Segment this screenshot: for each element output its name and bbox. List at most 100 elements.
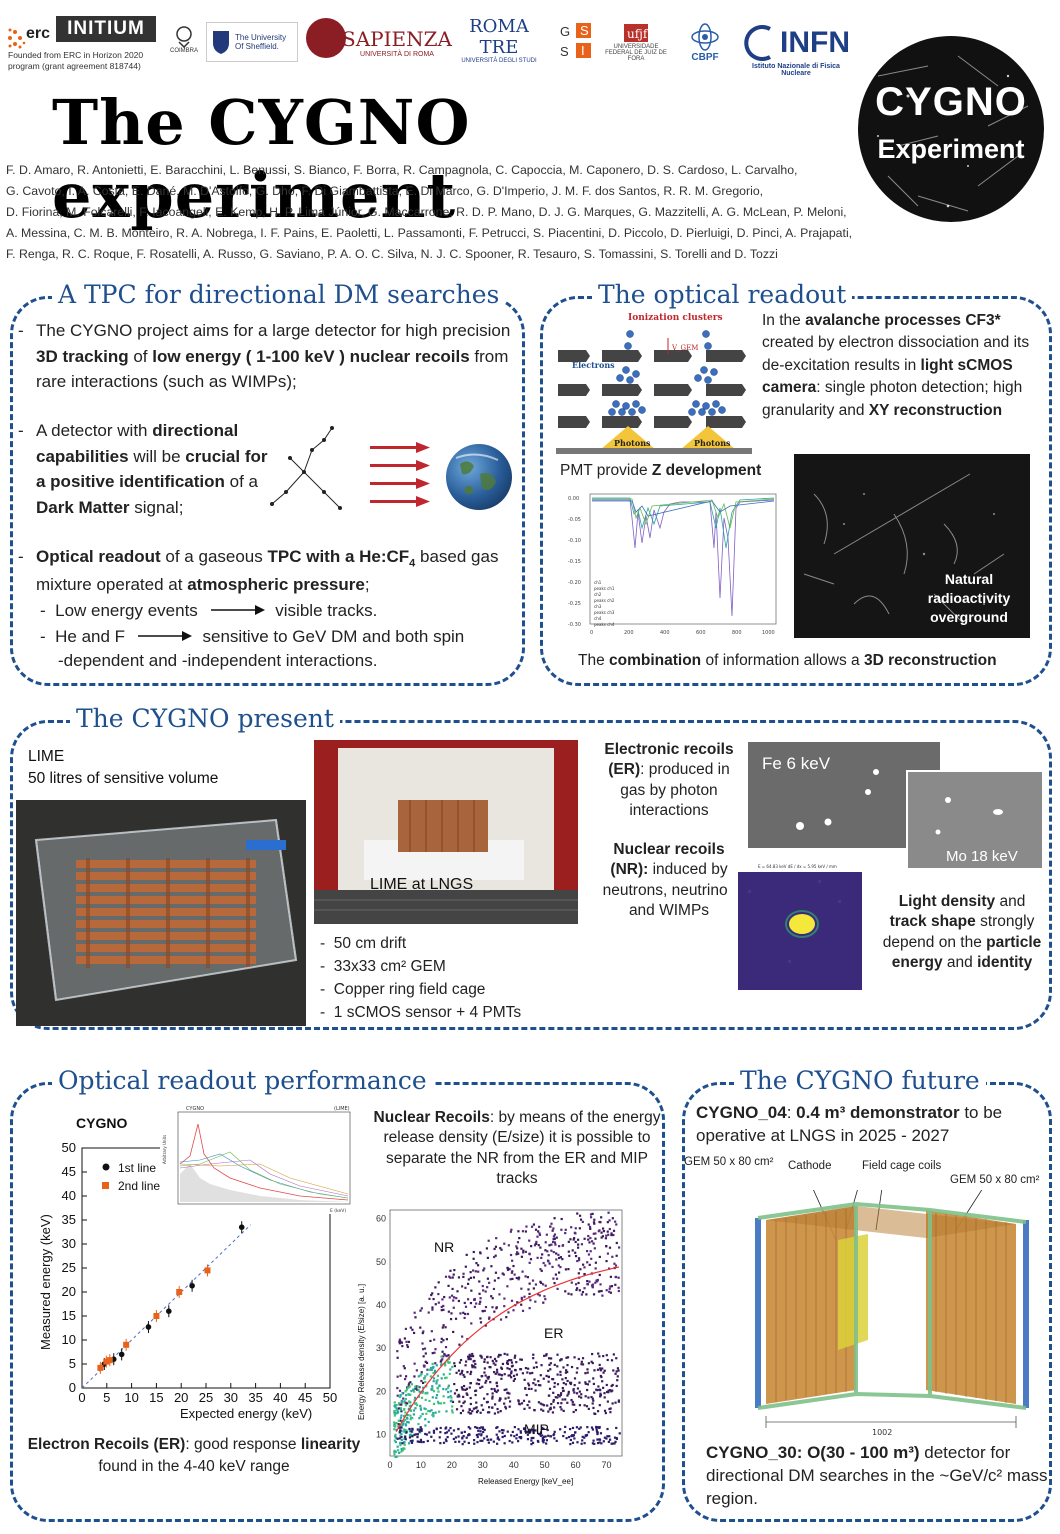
x-tick-label: 20 xyxy=(174,1390,188,1405)
nr-point xyxy=(588,1241,591,1244)
er-point xyxy=(553,1406,556,1409)
nr-point xyxy=(478,1302,481,1305)
er-point xyxy=(414,1407,417,1410)
er-point xyxy=(616,1379,619,1382)
svg-text:0.00: 0.00 xyxy=(568,496,579,502)
nr-point xyxy=(594,1267,597,1270)
er-point xyxy=(461,1409,465,1412)
er-point xyxy=(400,1399,403,1402)
nr-point xyxy=(502,1273,505,1276)
svg-text:I: I xyxy=(581,43,585,58)
mip-point xyxy=(490,1438,493,1441)
nr-point xyxy=(553,1241,557,1244)
spec-item: - 33x33 cm² GEM xyxy=(320,958,446,975)
mip-point xyxy=(408,1427,411,1431)
er-point xyxy=(491,1395,494,1398)
er-point xyxy=(425,1412,428,1415)
nr-point xyxy=(583,1237,586,1240)
mip-point xyxy=(452,1429,456,1432)
er-point xyxy=(419,1404,422,1408)
er-point xyxy=(404,1428,407,1432)
nr-point xyxy=(612,1233,615,1237)
er-point xyxy=(603,1396,606,1399)
svg-text:E (keV): E (keV) xyxy=(330,1208,346,1214)
nr-point xyxy=(555,1258,558,1261)
nr-point xyxy=(455,1297,458,1300)
er-point xyxy=(431,1385,434,1388)
x-tick-label: 10 xyxy=(124,1390,138,1405)
nr-point xyxy=(400,1410,403,1413)
er-point xyxy=(467,1357,470,1361)
nr-point xyxy=(540,1281,543,1285)
mip-point xyxy=(567,1435,571,1439)
nr-point xyxy=(609,1275,612,1278)
er-point xyxy=(559,1373,562,1376)
er-point xyxy=(472,1360,475,1363)
er-point xyxy=(564,1383,568,1386)
er-point xyxy=(493,1412,497,1415)
er-point xyxy=(500,1367,504,1370)
nr-point xyxy=(596,1278,599,1282)
y-tick-label: 25 xyxy=(62,1260,76,1275)
er-point xyxy=(428,1410,432,1413)
nr-point xyxy=(463,1316,466,1320)
mip-point xyxy=(532,1431,535,1435)
nr-point xyxy=(479,1300,482,1303)
nr-point xyxy=(527,1288,530,1291)
nr-point xyxy=(594,1232,597,1235)
er-point xyxy=(487,1375,490,1379)
er-point xyxy=(546,1404,549,1407)
er-point xyxy=(427,1368,430,1371)
mip-point xyxy=(478,1427,481,1430)
nr-point xyxy=(576,1212,579,1215)
pmt-caption: PMT provide Z development xyxy=(560,462,762,479)
er-point xyxy=(459,1373,462,1376)
gem-diagram: Ionization clusters Electrons V_GEM Phot… xyxy=(556,310,752,454)
mip-point xyxy=(508,1439,511,1443)
er-point xyxy=(424,1424,427,1427)
mip-point xyxy=(432,1431,436,1434)
nr-point xyxy=(564,1268,568,1271)
er-point xyxy=(451,1400,455,1404)
nr-point xyxy=(464,1305,468,1308)
nr-point xyxy=(479,1321,483,1324)
nr-point xyxy=(515,1253,518,1256)
er-point xyxy=(475,1401,478,1404)
er-point xyxy=(396,1455,399,1458)
nr-point xyxy=(610,1233,613,1237)
coimbra-logo: COIMBRA xyxy=(168,18,200,62)
er-point xyxy=(560,1358,563,1361)
mip-point xyxy=(586,1426,589,1429)
er-point xyxy=(497,1373,500,1376)
svg-text:-0.05: -0.05 xyxy=(568,517,581,523)
y-tick-label: 20 xyxy=(62,1284,76,1299)
er-point xyxy=(515,1373,519,1376)
nr-point xyxy=(452,1330,455,1334)
er-point xyxy=(504,1407,508,1410)
nr-point xyxy=(503,1297,506,1300)
er-point xyxy=(453,1382,456,1386)
er-point xyxy=(527,1384,531,1387)
er-point xyxy=(495,1368,499,1371)
er-point xyxy=(581,1363,585,1366)
mip-point xyxy=(483,1437,486,1440)
fe-label: Fe 6 keV xyxy=(762,754,831,773)
er-point xyxy=(421,1412,424,1416)
er-point xyxy=(566,1401,569,1404)
nr-point xyxy=(590,1257,593,1260)
mip-point xyxy=(571,1441,575,1444)
combination-caption: The combination of information allows a … xyxy=(578,652,997,669)
er-point xyxy=(486,1400,489,1404)
mip-point xyxy=(595,1429,598,1432)
er-point xyxy=(586,1383,590,1386)
erc-logo: erc xyxy=(4,14,60,56)
nr-point xyxy=(575,1288,578,1292)
y-tick-label: 35 xyxy=(62,1212,76,1227)
nr-point xyxy=(405,1340,408,1343)
nr-point xyxy=(413,1362,416,1365)
mip-point xyxy=(396,1437,399,1440)
mip-point xyxy=(540,1434,544,1437)
mip-point xyxy=(571,1426,575,1430)
er-point xyxy=(404,1390,407,1393)
earth-image xyxy=(446,444,512,510)
